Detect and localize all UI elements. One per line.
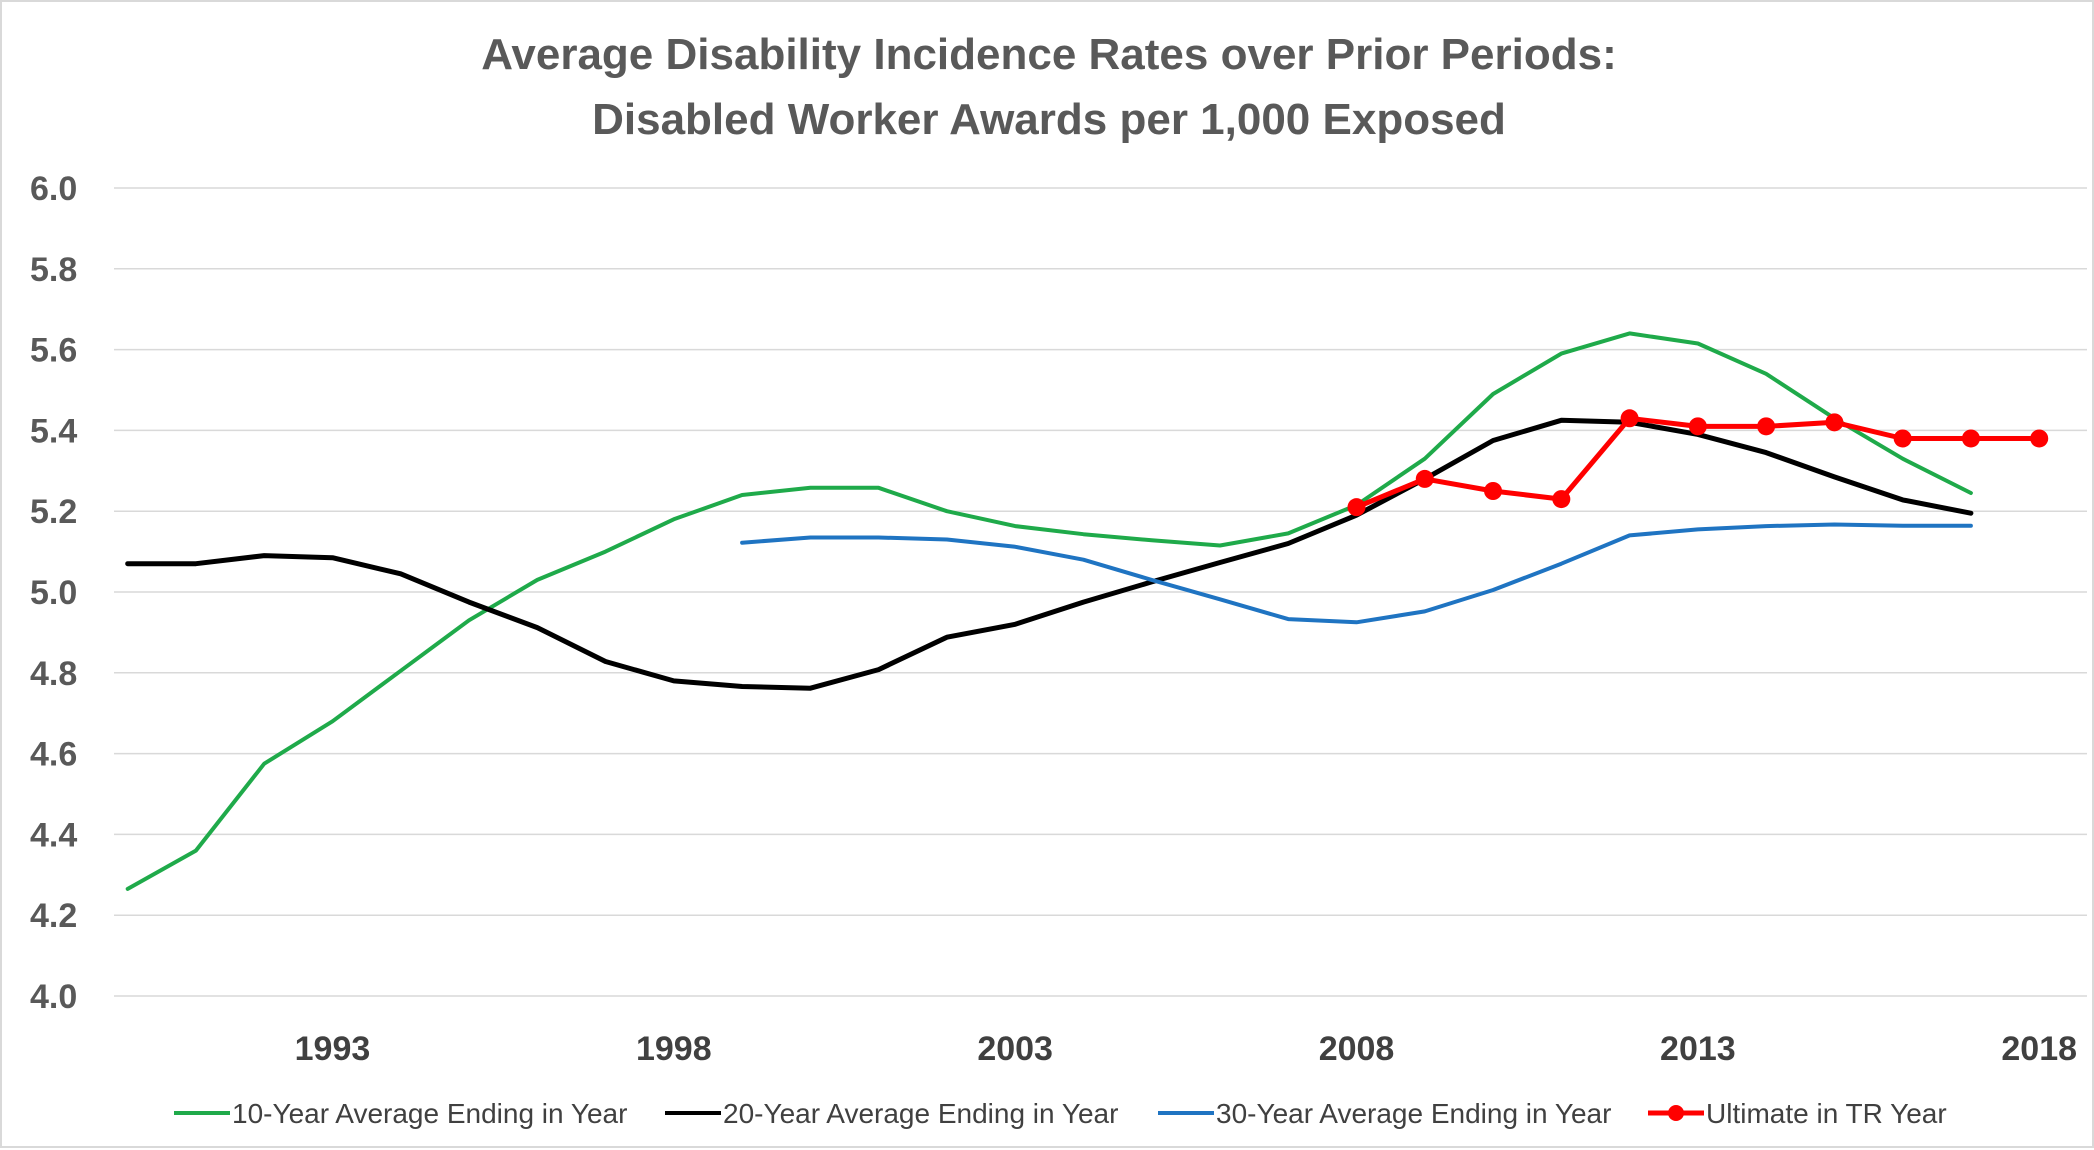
y-tick-label: 4.6 bbox=[30, 736, 77, 774]
x-tick-label: 2013 bbox=[1660, 1030, 1736, 1068]
legend-label: 10-Year Average Ending in Year bbox=[232, 1098, 627, 1129]
series-layer bbox=[125, 331, 2049, 891]
y-tick-label: 4.8 bbox=[30, 655, 77, 693]
y-tick-label: 5.2 bbox=[30, 493, 77, 531]
series-point bbox=[1620, 409, 1639, 428]
series-3 bbox=[1347, 409, 2049, 517]
legend-item: 20-Year Average Ending in Year bbox=[665, 1098, 1118, 1129]
series-point bbox=[1347, 498, 1366, 517]
x-tick-label: 2003 bbox=[977, 1030, 1053, 1068]
series-point bbox=[1484, 482, 1503, 500]
legend-label: 20-Year Average Ending in Year bbox=[723, 1098, 1118, 1129]
legend-label: 30-Year Average Ending in Year bbox=[1216, 1098, 1611, 1129]
y-tick-label: 5.4 bbox=[30, 412, 77, 450]
chart-subtitle: Disabled Worker Awards per 1,000 Exposed bbox=[592, 95, 1506, 144]
y-tick-label: 4.4 bbox=[30, 816, 77, 854]
y-tick-label: 5.0 bbox=[30, 574, 77, 612]
y-tick-label: 4.2 bbox=[30, 897, 77, 935]
legend-item: Ultimate in TR Year bbox=[1648, 1098, 1947, 1129]
x-tick-label: 1998 bbox=[636, 1030, 712, 1068]
x-axis-ticks: 1993 1998 2003 2008 2013 2018 bbox=[295, 1030, 2077, 1068]
series-0 bbox=[125, 331, 1973, 891]
series-point bbox=[1757, 417, 1776, 436]
legend-item: 30-Year Average Ending in Year bbox=[1158, 1098, 1611, 1129]
series-2 bbox=[740, 522, 1973, 625]
x-tick-label: 2018 bbox=[2001, 1030, 2077, 1068]
y-tick-label: 6.0 bbox=[30, 170, 77, 208]
chart-title: Average Disability Incidence Rates over … bbox=[481, 30, 1616, 79]
y-axis-ticks: 4.0 4.2 4.4 4.6 4.8 5.0 5.2 5.4 5.6 5.8 6.0 bbox=[30, 170, 77, 1016]
legend-marker bbox=[1668, 1105, 1684, 1121]
series-point bbox=[1552, 490, 1571, 509]
series-point bbox=[1688, 417, 1707, 436]
legend: 10-Year Average Ending in Year 20-Year Av… bbox=[174, 1098, 1947, 1129]
series-line bbox=[125, 331, 1973, 891]
legend-label: Ultimate in TR Year bbox=[1706, 1098, 1947, 1129]
y-tick-label: 5.8 bbox=[30, 251, 77, 289]
series-point bbox=[2030, 429, 2049, 448]
series-line bbox=[740, 522, 1973, 625]
gridlines bbox=[114, 187, 2087, 997]
y-tick-label: 4.0 bbox=[30, 978, 77, 1016]
series-1 bbox=[125, 417, 1974, 691]
series-point bbox=[1415, 469, 1434, 488]
x-tick-label: 1993 bbox=[295, 1030, 371, 1068]
series-point bbox=[1961, 429, 1980, 448]
y-tick-label: 5.6 bbox=[30, 332, 77, 370]
x-tick-label: 2008 bbox=[1319, 1030, 1395, 1068]
legend-item: 10-Year Average Ending in Year bbox=[174, 1098, 627, 1129]
series-line bbox=[125, 417, 1974, 691]
series-point bbox=[1893, 429, 1912, 448]
series-point bbox=[1825, 413, 1844, 432]
